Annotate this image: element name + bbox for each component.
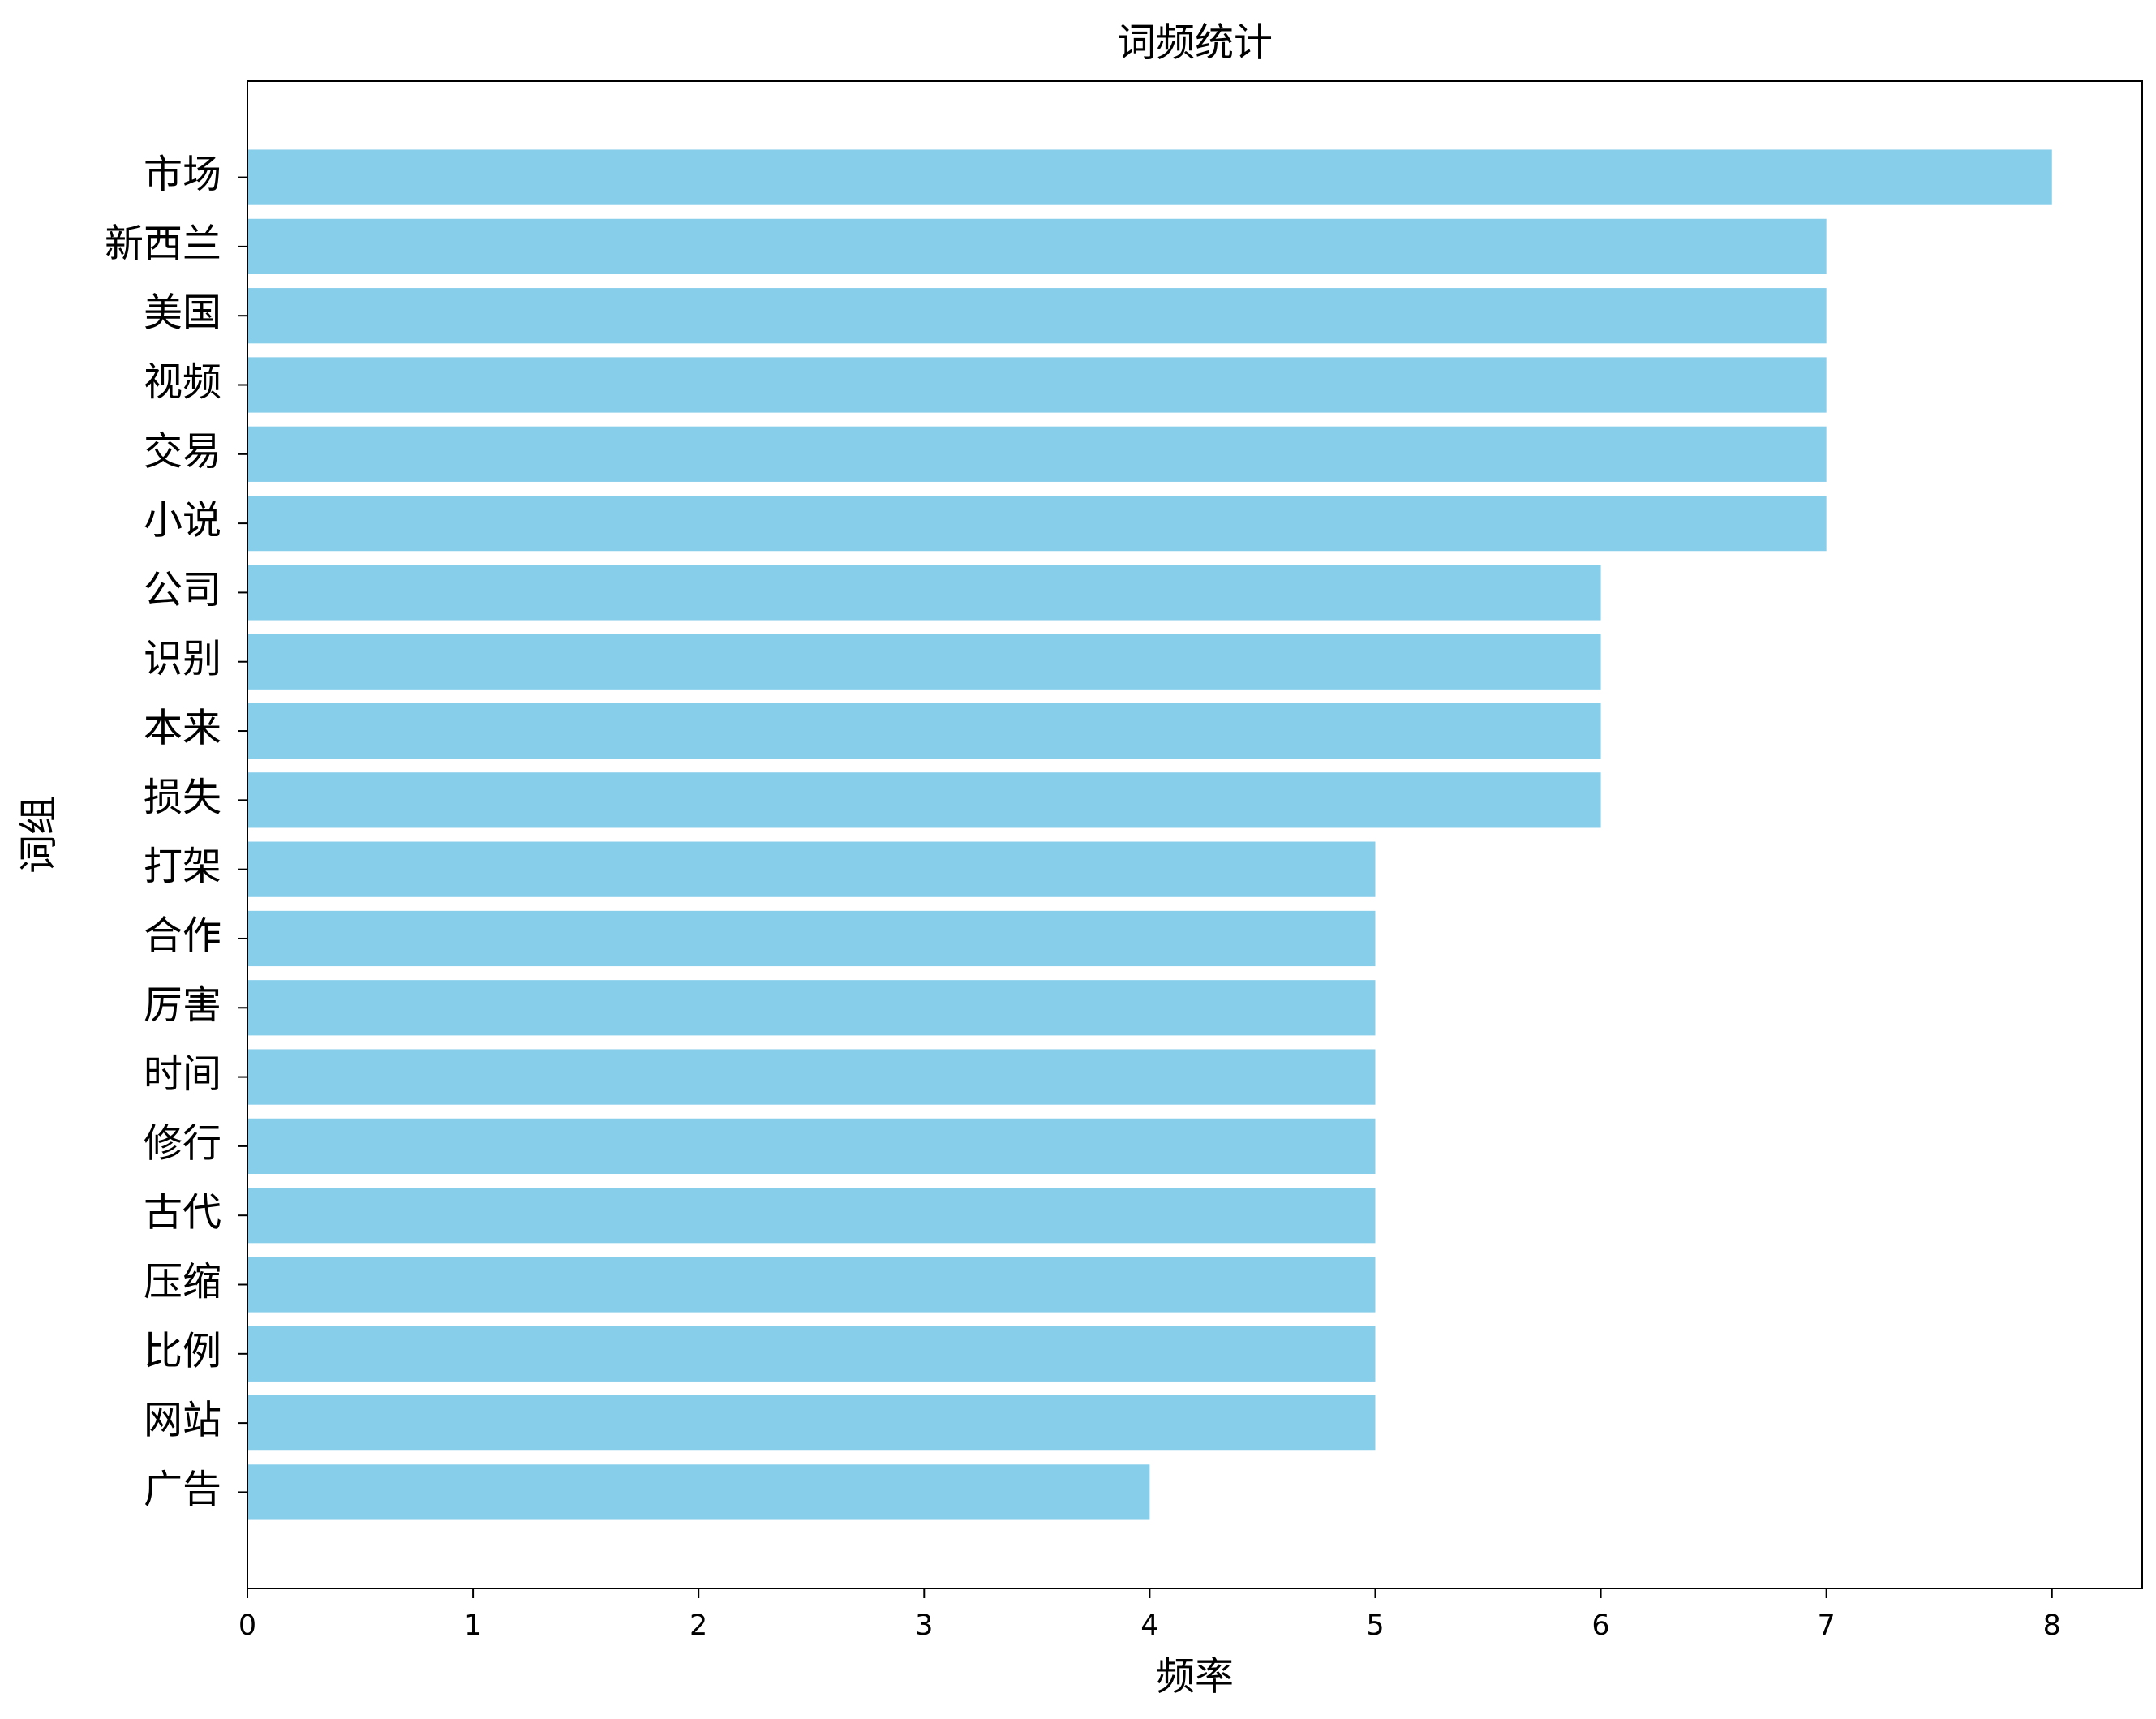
bar [247,1257,1376,1313]
x-tick-label: 7 [1818,1609,1836,1642]
y-tick-label: 广告 [144,1467,221,1512]
y-tick-label: 市场 [144,152,221,197]
bar [247,1188,1376,1244]
y-axis-label: 词组 [16,796,62,874]
chart-title: 词频统计 [1117,20,1273,66]
bar [247,1118,1376,1175]
x-tick-label: 0 [238,1609,256,1642]
y-tick-label: 小说 [144,498,221,544]
bar [247,495,1827,552]
bar [247,1395,1376,1451]
x-axis-label: 频率 [1156,1654,1234,1700]
x-tick-label: 1 [464,1609,482,1642]
y-tick-label: 打架 [144,844,221,889]
y-tick-label: 识别 [144,636,221,681]
y-tick-label: 损失 [144,775,221,820]
bar [247,910,1376,967]
bar [247,357,1827,413]
x-tick-label: 5 [1366,1609,1384,1642]
y-tick-label: 视频 [144,359,221,405]
bar [247,565,1601,621]
bar [247,772,1601,828]
y-tick-label: 合作 [144,913,221,958]
y-tick-label: 美国 [144,290,221,336]
bar [247,1464,1150,1520]
bar [247,218,1827,275]
x-tick-label: 4 [1140,1609,1158,1642]
bar [247,1049,1376,1105]
x-tick-label: 2 [689,1609,707,1642]
y-tick-label: 厉害 [144,982,221,1028]
bar [247,288,1827,344]
bar [247,841,1376,897]
bar [247,634,1601,690]
bar [247,703,1601,759]
x-tick-label: 3 [915,1609,933,1642]
bar [247,426,1827,482]
x-tick-label: 8 [2043,1609,2061,1642]
y-tick-label: 新西兰 [105,221,221,266]
bar [247,980,1376,1036]
y-tick-label: 时间 [144,1051,221,1097]
bar [247,1326,1376,1382]
y-tick-label: 古代 [144,1190,221,1236]
plot-frame [247,80,2143,1589]
y-tick-label: 公司 [144,567,221,612]
y-tick-label: 比例 [144,1328,221,1373]
y-tick-label: 压缩 [144,1259,221,1304]
bar [247,149,2052,205]
y-tick-label: 本来 [144,706,221,751]
x-tick-label: 6 [1591,1609,1609,1642]
y-tick-label: 修行 [144,1120,221,1166]
y-tick-label: 交易 [144,428,221,474]
y-tick-label: 网站 [144,1398,221,1443]
